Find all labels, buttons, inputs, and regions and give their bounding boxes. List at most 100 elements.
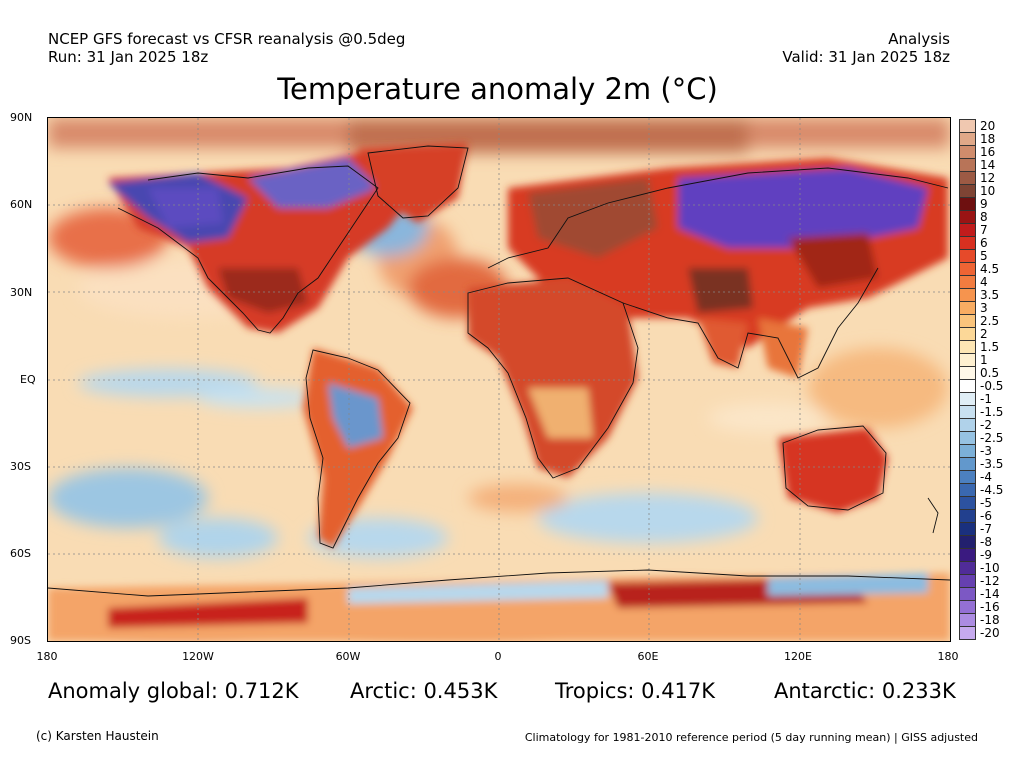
stat-antarctic: Antarctic: 0.233K bbox=[774, 679, 956, 703]
run-info: NCEP GFS forecast vs CFSR reanalysis @0.… bbox=[48, 30, 405, 66]
colorbar-label: 12 bbox=[980, 170, 996, 185]
colorbar-label: -12 bbox=[980, 573, 1000, 588]
map-svg bbox=[48, 118, 950, 641]
colorbar-label: -9 bbox=[980, 547, 992, 562]
model-description: NCEP GFS forecast vs CFSR reanalysis @0.… bbox=[48, 30, 406, 48]
colorbar-label: 10 bbox=[980, 183, 996, 198]
colorbar-swatch bbox=[959, 562, 976, 575]
colorbar-label: 0.5 bbox=[980, 365, 1000, 380]
lat-label-eq: EQ bbox=[20, 373, 36, 386]
colorbar-label: -8 bbox=[980, 534, 992, 549]
colorbar-swatch bbox=[959, 276, 976, 289]
colorbar-swatch bbox=[959, 159, 976, 172]
colorbar-label: -6 bbox=[980, 508, 992, 523]
colorbar-swatch bbox=[959, 510, 976, 523]
colorbar-swatch bbox=[959, 185, 976, 198]
colorbar-swatch bbox=[959, 601, 976, 614]
colorbar-swatch bbox=[959, 146, 976, 159]
valid-time: Valid: 31 Jan 2025 18z bbox=[782, 48, 950, 66]
lon-label-180w: 180 bbox=[36, 650, 58, 663]
colorbar-swatch bbox=[959, 432, 976, 445]
colorbar-swatch bbox=[959, 224, 976, 237]
colorbar-label: -2 bbox=[980, 417, 992, 432]
climatology-note: Climatology for 1981-2010 reference peri… bbox=[524, 731, 978, 744]
colorbar-swatch bbox=[959, 575, 976, 588]
colorbar-label: -16 bbox=[980, 599, 1000, 614]
lat-label-60s: 60S bbox=[10, 547, 31, 560]
colorbar-swatch bbox=[959, 497, 976, 510]
colorbar-swatch bbox=[959, 536, 976, 549]
colorbar-label: 2 bbox=[980, 326, 988, 341]
map-title: Temperature anomaly 2m (°C) bbox=[277, 72, 718, 106]
land-anomaly bbox=[48, 143, 950, 641]
colorbar-swatch bbox=[959, 172, 976, 185]
colorbar-label: 6 bbox=[980, 235, 988, 250]
colorbar-label: 14 bbox=[980, 157, 996, 172]
lat-label-90n: 90N bbox=[10, 111, 33, 124]
colorbar-swatch bbox=[959, 588, 976, 601]
colorbar-swatch bbox=[959, 419, 976, 432]
analysis-label: Analysis bbox=[888, 30, 950, 48]
lon-label-120w: 120W bbox=[182, 650, 214, 663]
lon-label-60e: 60E bbox=[637, 650, 659, 663]
lat-label-30s: 30S bbox=[10, 460, 31, 473]
colorbar-label: -20 bbox=[980, 625, 1000, 640]
colorbar-label: -3 bbox=[980, 443, 992, 458]
colorbar-swatch bbox=[959, 471, 976, 484]
colorbar-swatch bbox=[959, 328, 976, 341]
colorbar-label: 3.5 bbox=[980, 287, 1000, 302]
colorbar-label: 5 bbox=[980, 248, 988, 263]
copyright: (c) Karsten Haustein bbox=[36, 729, 159, 743]
colorbar-swatch bbox=[959, 250, 976, 263]
colorbar bbox=[959, 119, 976, 640]
colorbar-swatch bbox=[959, 237, 976, 250]
colorbar-swatch bbox=[959, 614, 976, 627]
colorbar-swatch bbox=[959, 445, 976, 458]
run-time: Run: 31 Jan 2025 18z bbox=[48, 48, 209, 66]
colorbar-label: -5 bbox=[980, 495, 992, 510]
colorbar-label: -0.5 bbox=[980, 378, 1004, 393]
stat-tropics: Tropics: 0.417K bbox=[555, 679, 716, 703]
colorbar-swatch bbox=[959, 315, 976, 328]
colorbar-swatch bbox=[959, 119, 976, 133]
graticule bbox=[48, 118, 950, 641]
colorbar-swatch bbox=[959, 458, 976, 471]
colorbar-swatch bbox=[959, 198, 976, 211]
colorbar-label: -10 bbox=[980, 560, 1000, 575]
colorbar-label: -1.5 bbox=[980, 404, 1004, 419]
coastlines bbox=[48, 145, 950, 597]
colorbar-swatch bbox=[959, 406, 976, 419]
colorbar-swatch bbox=[959, 484, 976, 497]
colorbar-swatch bbox=[959, 302, 976, 315]
temperature-anomaly-map bbox=[47, 117, 951, 642]
lon-label-180e: 180 bbox=[937, 650, 959, 663]
valid-info: Analysis Valid: 31 Jan 2025 18z bbox=[782, 30, 950, 66]
colorbar-label: -14 bbox=[980, 586, 1000, 601]
colorbar-swatch bbox=[959, 211, 976, 224]
colorbar-label: 9 bbox=[980, 196, 988, 211]
colorbar-label: -4 bbox=[980, 469, 992, 484]
colorbar-label: 16 bbox=[980, 144, 996, 159]
colorbar-label: 4 bbox=[980, 274, 988, 289]
colorbar-label: 20 bbox=[980, 118, 996, 133]
colorbar-swatch bbox=[959, 523, 976, 536]
lon-label-0: 0 bbox=[494, 650, 502, 663]
colorbar-label: 3 bbox=[980, 300, 988, 315]
colorbar-label: -7 bbox=[980, 521, 992, 536]
colorbar-swatch bbox=[959, 367, 976, 380]
colorbar-label: -18 bbox=[980, 612, 1000, 627]
colorbar-label: 4.5 bbox=[980, 261, 1000, 276]
colorbar-label: 8 bbox=[980, 209, 988, 224]
colorbar-label: -1 bbox=[980, 391, 992, 406]
colorbar-swatch bbox=[959, 133, 976, 146]
colorbar-swatch bbox=[959, 289, 976, 302]
stat-arctic: Arctic: 0.453K bbox=[350, 679, 498, 703]
colorbar-label: 7 bbox=[980, 222, 988, 237]
colorbar-swatch bbox=[959, 341, 976, 354]
colorbar-label: 2.5 bbox=[980, 313, 1000, 328]
colorbar-label: 1 bbox=[980, 352, 988, 367]
colorbar-swatch bbox=[959, 263, 976, 276]
colorbar-swatch bbox=[959, 627, 976, 640]
colorbar-label: 1.5 bbox=[980, 339, 1000, 354]
colorbar-label: -4.5 bbox=[980, 482, 1004, 497]
